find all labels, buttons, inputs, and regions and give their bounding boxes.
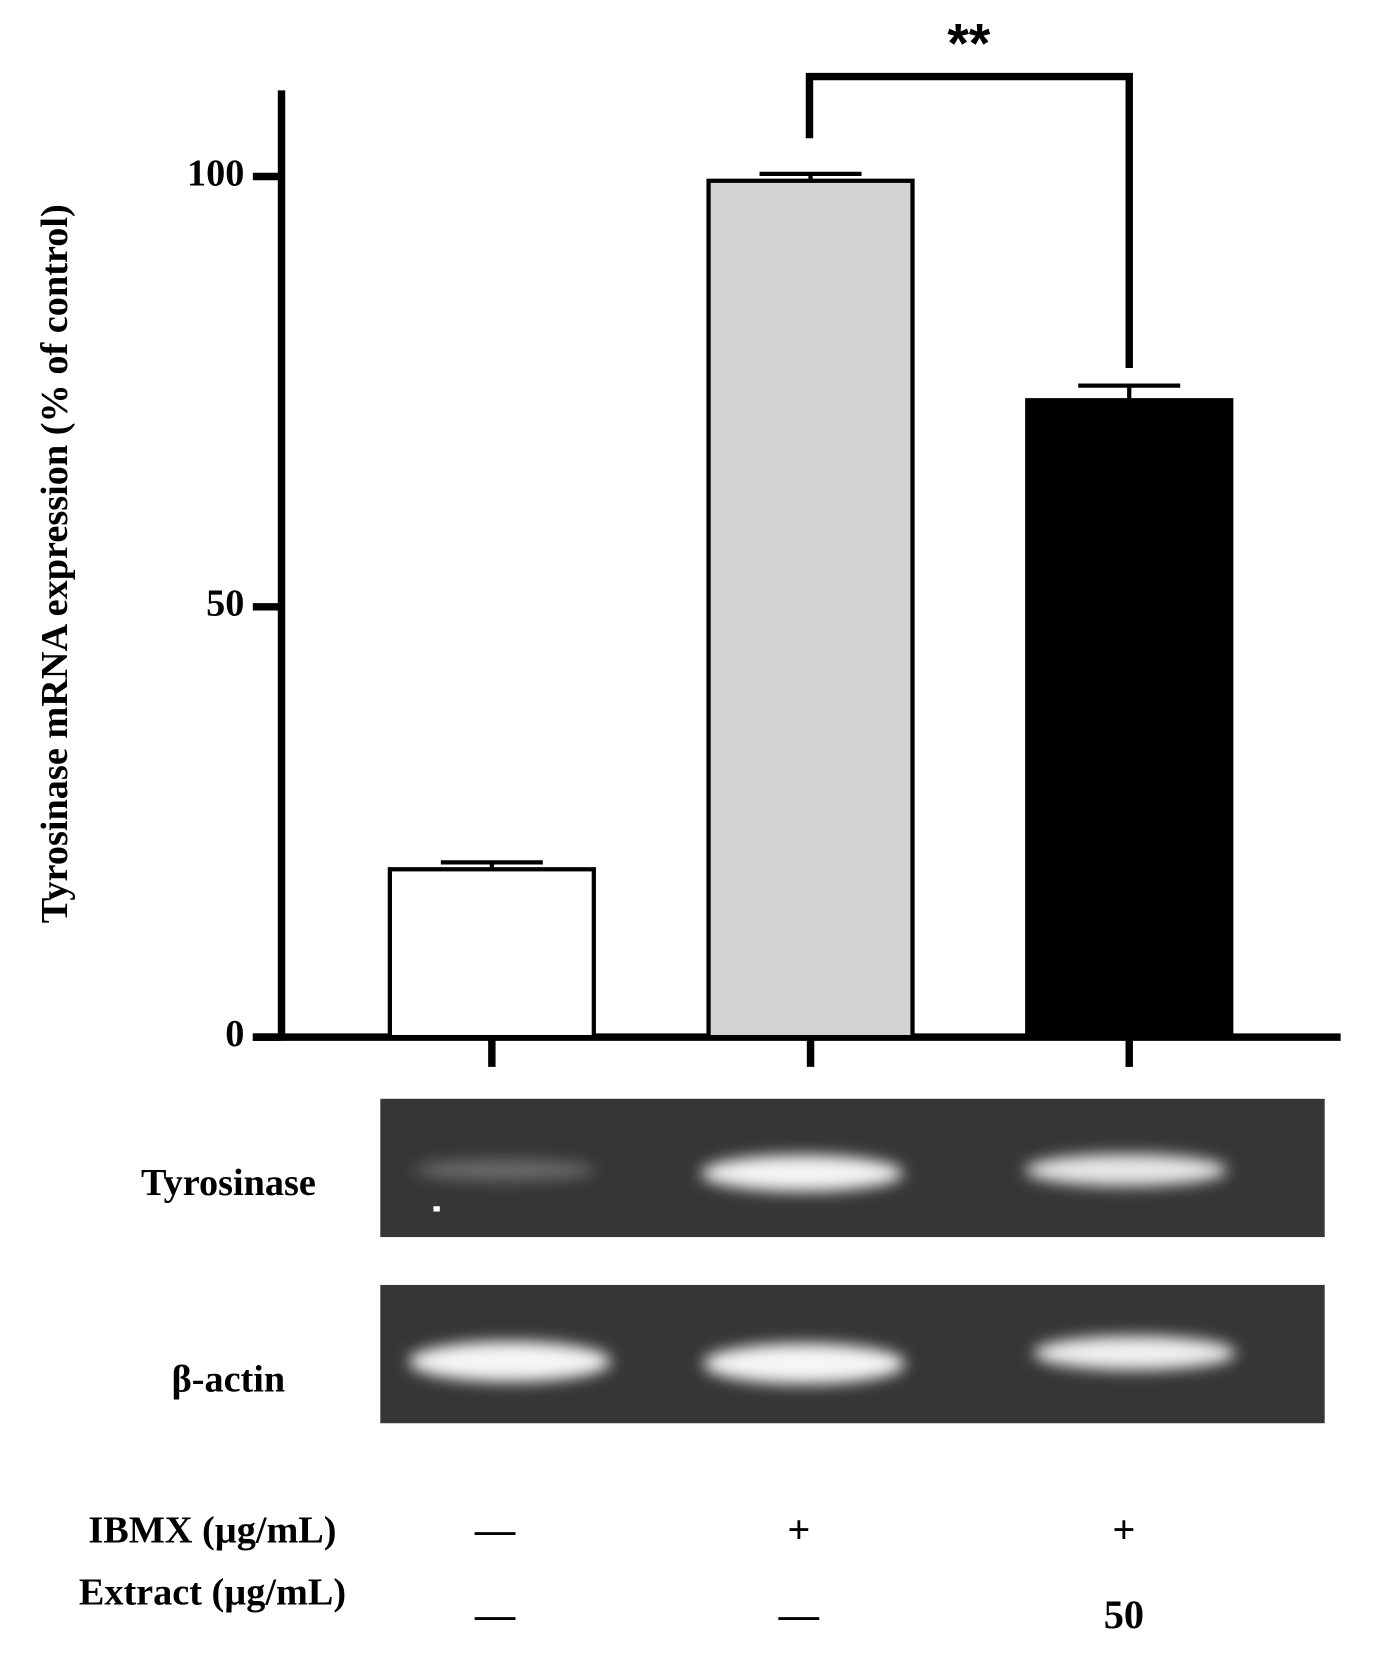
- condition-value: +: [1112, 1507, 1135, 1552]
- gel-label: Tyrosinase: [141, 1162, 316, 1204]
- condition-value: —: [778, 1592, 820, 1637]
- condition-label: Extract (µg/mL): [79, 1571, 346, 1613]
- gel-bands: [408, 1154, 1236, 1384]
- significance-bracket: [805, 72, 1133, 369]
- bar: [706, 178, 915, 1040]
- y-axis-label: Tyrosinase mRNA expression (% of control…: [34, 204, 76, 923]
- condition-label: IBMX (µg/mL): [88, 1510, 336, 1552]
- condition-value: 50: [1104, 1592, 1144, 1637]
- y-tick-label: 50: [206, 583, 244, 625]
- condition-value: +: [787, 1507, 810, 1552]
- bar: [1025, 398, 1234, 1040]
- y-tick-label: 100: [187, 152, 244, 194]
- gel-label: β-actin: [172, 1359, 286, 1401]
- y-tick-label: 0: [225, 1013, 244, 1055]
- bar: [387, 867, 596, 1040]
- annotation: **: [947, 12, 990, 74]
- condition-value: —: [474, 1592, 516, 1637]
- gel-speck: [433, 1206, 440, 1212]
- condition-value: —: [474, 1507, 516, 1552]
